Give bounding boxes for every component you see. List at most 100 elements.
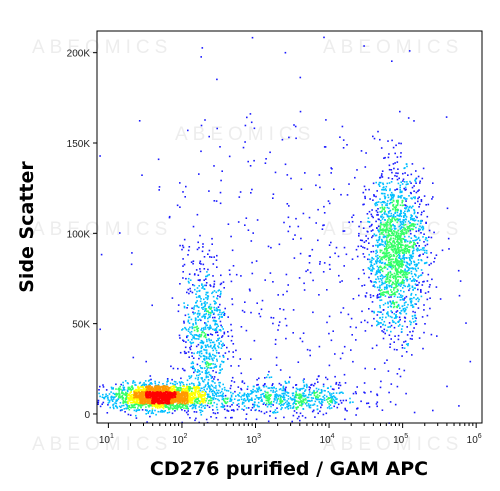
data-point — [287, 398, 290, 400]
data-point — [159, 401, 161, 404]
data-point — [246, 388, 249, 390]
data-point — [179, 182, 181, 184]
data-point — [425, 222, 427, 224]
data-point — [389, 346, 391, 348]
data-point — [404, 268, 406, 271]
data-point — [186, 383, 188, 386]
data-point — [385, 231, 387, 234]
data-point — [203, 302, 205, 304]
data-point — [154, 409, 156, 412]
data-point — [210, 339, 212, 341]
data-point — [379, 277, 382, 280]
data-point — [417, 307, 420, 309]
data-point — [403, 284, 405, 287]
data-point — [379, 226, 382, 229]
data-point — [409, 323, 412, 326]
data-point — [285, 337, 287, 340]
data-point — [102, 386, 105, 388]
data-point — [414, 311, 416, 314]
data-point — [329, 400, 331, 402]
data-point — [186, 291, 188, 294]
data-point — [335, 381, 338, 384]
data-point — [399, 191, 401, 194]
data-point — [323, 212, 326, 214]
data-point — [133, 401, 135, 404]
data-point — [380, 326, 382, 328]
data-point — [97, 401, 100, 404]
data-point — [250, 311, 252, 314]
data-point — [192, 323, 194, 325]
data-point — [183, 407, 185, 409]
data-point — [405, 216, 408, 218]
data-point — [392, 302, 394, 304]
data-point — [207, 253, 209, 255]
data-point — [287, 395, 290, 397]
data-point — [211, 341, 214, 344]
data-point — [358, 235, 360, 237]
data-point — [207, 326, 209, 329]
data-point — [115, 400, 117, 403]
data-point — [390, 260, 392, 263]
data-point — [329, 396, 332, 399]
data-point — [119, 385, 121, 388]
data-point — [368, 188, 370, 191]
data-point — [201, 387, 203, 390]
data-point — [401, 262, 403, 265]
data-point — [199, 300, 202, 303]
data-point — [215, 385, 217, 387]
data-point — [220, 292, 222, 295]
data-point — [390, 242, 393, 245]
data-point — [412, 289, 414, 291]
data-point — [299, 388, 302, 390]
data-point — [171, 412, 174, 415]
data-point — [180, 377, 182, 380]
data-point — [210, 256, 213, 258]
data-point — [409, 240, 411, 243]
data-point — [329, 394, 331, 396]
data-point — [166, 412, 169, 414]
data-point — [336, 406, 339, 409]
data-point — [390, 219, 393, 222]
data-point — [230, 384, 232, 387]
data-point — [400, 223, 403, 225]
data-point — [139, 404, 141, 407]
data-point — [399, 190, 402, 193]
data-point — [280, 404, 282, 407]
data-point — [393, 295, 396, 298]
data-point — [372, 216, 374, 219]
data-point — [408, 272, 410, 274]
data-point — [312, 397, 315, 399]
data-point — [379, 289, 381, 292]
data-point — [400, 296, 403, 298]
data-point — [117, 393, 119, 396]
data-point — [151, 405, 154, 407]
data-point — [292, 398, 295, 401]
data-point — [176, 387, 179, 389]
data-point — [397, 249, 400, 252]
data-point — [394, 275, 397, 277]
data-point — [247, 385, 249, 388]
data-point — [210, 384, 213, 386]
data-point — [376, 259, 378, 261]
data-point — [414, 235, 416, 238]
data-point — [219, 316, 221, 318]
data-point — [176, 399, 179, 402]
data-point — [232, 343, 235, 345]
data-point — [147, 380, 150, 382]
data-point — [399, 218, 401, 221]
data-point — [231, 404, 233, 406]
data-point — [299, 412, 302, 415]
data-point — [296, 417, 299, 420]
data-point — [114, 396, 116, 398]
data-point — [393, 275, 396, 278]
data-point — [419, 220, 422, 222]
data-point — [216, 127, 218, 130]
data-point — [144, 383, 147, 386]
data-point — [99, 385, 101, 388]
data-point — [396, 264, 399, 267]
data-point — [192, 311, 194, 314]
data-point — [123, 387, 125, 390]
data-point — [204, 304, 206, 307]
data-point — [253, 405, 255, 408]
data-point — [390, 302, 393, 305]
